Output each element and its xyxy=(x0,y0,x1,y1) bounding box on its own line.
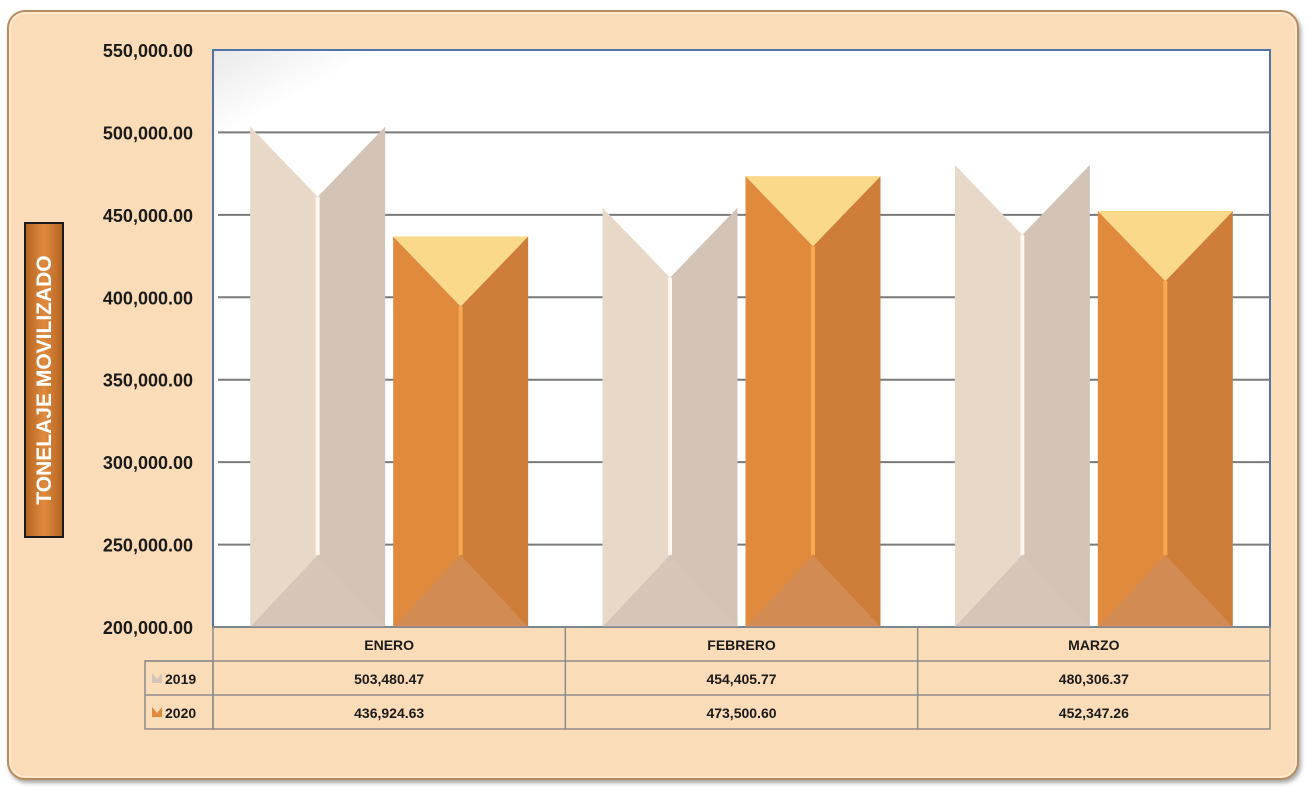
bar-base xyxy=(1097,555,1233,627)
data-label: 454,405.77 xyxy=(706,671,776,687)
bar-face-right xyxy=(1022,164,1090,627)
bar-face-right xyxy=(670,207,738,627)
legend-swatch xyxy=(152,707,162,717)
bar-face-right xyxy=(317,126,386,627)
bar-base xyxy=(393,555,529,627)
legend-label: 2019 xyxy=(165,671,196,687)
bar-face-right xyxy=(1165,210,1233,627)
bar-face-left xyxy=(250,126,318,627)
y-tick-label: 550,000.00 xyxy=(103,41,193,61)
bar-2019-febrero xyxy=(602,207,738,627)
bar-base xyxy=(745,555,881,627)
x-tick-label: FEBRERO xyxy=(707,637,776,653)
data-label: 480,306.37 xyxy=(1059,671,1129,687)
bar-face-left xyxy=(602,207,670,627)
data-label: 473,500.60 xyxy=(706,705,776,721)
bar-top-cap xyxy=(393,236,529,307)
x-tick-label: MARZO xyxy=(1068,637,1119,653)
bar-face-right xyxy=(813,176,881,627)
y-tick-label: 200,000.00 xyxy=(103,618,193,638)
bar-face-left xyxy=(393,236,461,627)
y-tick-label: 450,000.00 xyxy=(103,206,193,226)
bar-face-left xyxy=(745,176,813,627)
bar-top-cap xyxy=(745,176,881,247)
bar-face-right xyxy=(460,236,529,627)
data-label: 452,347.26 xyxy=(1059,705,1129,721)
y-tick-label: 500,000.00 xyxy=(103,123,193,143)
plot-area xyxy=(212,49,1271,628)
x-tick-label: ENERO xyxy=(364,637,414,653)
data-label: 436,924.63 xyxy=(354,705,424,721)
bar-face-left xyxy=(954,164,1023,627)
data-label: 503,480.47 xyxy=(354,671,424,687)
legend-label: 2020 xyxy=(165,705,196,721)
bar-top-cap xyxy=(1097,210,1233,281)
bar-base xyxy=(954,555,1090,627)
y-axis-title-box xyxy=(24,222,64,538)
bar-2020-marzo xyxy=(1097,210,1233,627)
y-tick-label: 400,000.00 xyxy=(103,288,193,308)
bar-2019-enero xyxy=(250,126,386,627)
bar-base xyxy=(250,555,386,627)
bar-2020-febrero xyxy=(745,176,881,627)
bar-base xyxy=(602,555,738,627)
legend-swatch xyxy=(152,673,162,683)
bar-2020-enero xyxy=(393,236,529,627)
y-tick-label: 250,000.00 xyxy=(103,536,193,556)
y-tick-label: 350,000.00 xyxy=(103,371,193,391)
bar-face-left xyxy=(1097,210,1166,627)
bar-2019-marzo xyxy=(954,164,1090,627)
y-tick-label: 300,000.00 xyxy=(103,453,193,473)
